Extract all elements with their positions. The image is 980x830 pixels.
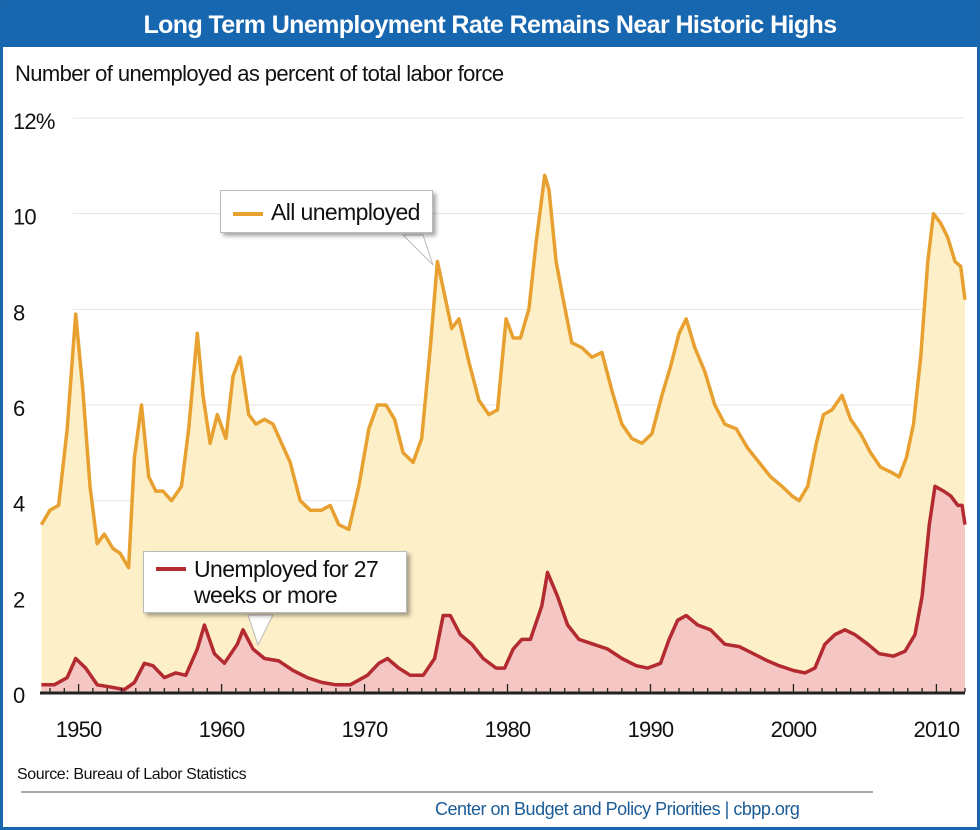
- x-tick-label: 2000: [771, 717, 817, 742]
- y-tick-label: 0: [13, 683, 25, 708]
- legend-label-all: All unemployed: [271, 199, 420, 225]
- y-axis-label: Number of unemployed as percent of total…: [15, 61, 504, 86]
- x-tick-label: 1970: [342, 717, 388, 742]
- callout-long-term: Unemployed for 27 weeks or more: [143, 551, 407, 613]
- y-tick-label: 2: [13, 587, 25, 612]
- y-tick-label: 12%: [13, 109, 55, 134]
- credit-line: Center on Budget and Policy Priorities |…: [435, 799, 800, 819]
- callout-pointer-longterm: [247, 614, 274, 647]
- x-tick-label: 2010: [914, 717, 960, 742]
- area-all-unemployed: [41, 175, 965, 692]
- legend-swatch-all: [233, 211, 263, 216]
- callout-pointer-all: [401, 234, 434, 266]
- chart-title: Long Term Unemployment Rate Remains Near…: [3, 3, 977, 47]
- x-tick-label: 1990: [628, 717, 674, 742]
- divider: [21, 791, 873, 793]
- source-note: Source: Bureau of Labor Statistics: [17, 766, 247, 783]
- area-long-term: [41, 486, 965, 692]
- y-tick-label: 10: [13, 205, 36, 230]
- legend-label-longterm: Unemployed for 27 weeks or more: [194, 556, 379, 608]
- callout-all-unemployed: All unemployed: [220, 190, 433, 233]
- line-all-unemployed: [39, 173, 967, 570]
- legend-swatch-longterm: [156, 567, 186, 571]
- x-tick-label: 1980: [485, 717, 531, 742]
- y-tick-label: 6: [13, 396, 25, 421]
- chart-plot: 0 2 4 6 8 10 12% 1950 1960 1970 1980 1990 2000 2010: [13, 109, 967, 742]
- x-tick-label: 1960: [199, 717, 245, 742]
- line-long-term: [41, 484, 967, 692]
- y-tick-label: 4: [13, 492, 25, 517]
- x-tick-label: 1950: [56, 717, 102, 742]
- y-tick-label: 8: [13, 300, 25, 325]
